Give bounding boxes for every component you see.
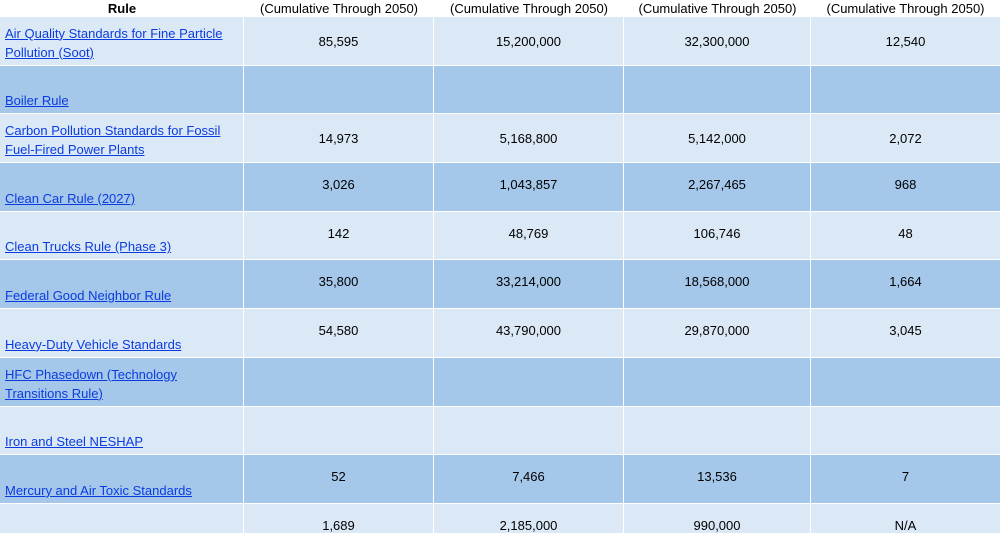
value-cell: 5,142,000 xyxy=(624,114,811,163)
value-cell: 18,568,000 xyxy=(624,260,811,309)
value-cell: 54,580 xyxy=(244,309,434,357)
value-cell xyxy=(434,357,624,406)
value-cell: 85,595 xyxy=(244,17,434,65)
rule-name-cell: Boiler Rule xyxy=(0,65,244,114)
value-cell: 43,790,000 xyxy=(434,309,624,357)
table-row: 1,689 2,185,000 990,000 N/A xyxy=(0,503,1000,533)
rule-link[interactable]: Boiler Rule xyxy=(5,93,69,109)
rule-link[interactable]: Air Quality Standards for Fine Particle … xyxy=(5,25,223,60)
table-row: Air Quality Standards for Fine Particle … xyxy=(0,17,1000,66)
rule-name-cell: Air Quality Standards for Fine Particle … xyxy=(0,17,244,65)
value-cell: 1,689 xyxy=(244,503,434,533)
rule-link[interactable]: Heavy-Duty Vehicle Standards xyxy=(5,336,182,352)
rule-link[interactable]: Clean Trucks Rule (Phase 3) xyxy=(5,239,172,255)
value-cell: 990,000 xyxy=(624,503,811,533)
value-cell: 29,870,000 xyxy=(624,309,811,357)
value-cell: 52 xyxy=(244,455,434,503)
rule-name-cell: Iron and Steel NESHAP xyxy=(0,406,244,455)
value-cell: 14,973 xyxy=(244,114,434,163)
value-cell: 15,200,000 xyxy=(434,17,624,65)
rule-link[interactable]: HFC Phasedown (Technology Transitions Ru… xyxy=(5,366,177,401)
value-cell: 7 xyxy=(901,469,910,485)
rule-name-cell: Carbon Pollution Standards for Fossil Fu… xyxy=(0,114,244,163)
value-cell: 2,267,465 xyxy=(624,163,811,211)
value-cell xyxy=(624,406,811,455)
table-row: Federal Good Neighbor Rule 35,800 33,214… xyxy=(0,260,1000,310)
value-cell: 2,072 xyxy=(889,131,922,147)
rule-link[interactable]: Carbon Pollution Standards for Fossil Fu… xyxy=(5,123,221,158)
value-cell: 32,300,000 xyxy=(624,17,811,65)
header-col-3: (Cumulative Through 2050) xyxy=(638,1,797,16)
value-cell xyxy=(244,65,434,114)
value-cell xyxy=(811,66,1000,114)
header-rule: Rule xyxy=(107,1,137,16)
value-cell xyxy=(434,65,624,114)
table-row: Iron and Steel NESHAP xyxy=(0,406,1000,456)
value-cell: 968 xyxy=(894,177,917,193)
value-cell: 5,168,800 xyxy=(434,114,624,163)
rule-link[interactable]: Clean Car Rule (2027) xyxy=(5,190,136,206)
value-cell: 142 xyxy=(244,211,434,260)
rule-name-cell: HFC Phasedown (Technology Transitions Ru… xyxy=(0,357,244,406)
table-row: Mercury and Air Toxic Standards 52 7,466… xyxy=(0,455,1000,504)
header-col-2: (Cumulative Through 2050) xyxy=(449,1,608,16)
table-row: HFC Phasedown (Technology Transitions Ru… xyxy=(0,357,1000,407)
value-cell xyxy=(244,357,434,406)
header-col-4: (Cumulative Through 2050) xyxy=(826,1,985,16)
value-cell: 1,664 xyxy=(889,274,922,290)
rule-link[interactable]: Mercury and Air Toxic Standards xyxy=(5,482,192,498)
rule-link[interactable]: Federal Good Neighbor Rule xyxy=(5,288,172,304)
rule-name-cell: Heavy-Duty Vehicle Standards xyxy=(0,309,244,357)
value-cell: 48 xyxy=(898,225,913,241)
rule-name-cell: Mercury and Air Toxic Standards xyxy=(0,455,244,503)
value-cell: 7,466 xyxy=(434,455,624,503)
value-cell: 2,185,000 xyxy=(434,503,624,533)
value-cell xyxy=(244,406,434,455)
value-cell xyxy=(811,407,1000,455)
table-row: Carbon Pollution Standards for Fossil Fu… xyxy=(0,114,1000,164)
table-row: Clean Car Rule (2027) 3,026 1,043,857 2,… xyxy=(0,163,1000,212)
value-cell: 3,045 xyxy=(889,323,922,339)
value-cell xyxy=(624,65,811,114)
table-row: Heavy-Duty Vehicle Standards 54,580 43,7… xyxy=(0,309,1000,358)
rule-name-cell: Federal Good Neighbor Rule xyxy=(0,260,244,309)
value-cell: 35,800 xyxy=(244,260,434,309)
value-cell: 48,769 xyxy=(434,211,624,260)
value-cell xyxy=(624,357,811,406)
value-cell xyxy=(811,358,1000,406)
value-cell: 106,746 xyxy=(624,211,811,260)
rule-name-cell: Clean Car Rule (2027) xyxy=(0,163,244,211)
rule-name-cell xyxy=(0,503,244,533)
value-cell: 12,540 xyxy=(885,34,926,49)
header-row: Rule (Cumulative Through 2050) (Cumulati… xyxy=(0,0,1000,18)
value-cell: 1,043,857 xyxy=(434,163,624,211)
table-body: Air Quality Standards for Fine Particle … xyxy=(0,17,1000,533)
table-row: Clean Trucks Rule (Phase 3) 142 48,769 1… xyxy=(0,211,1000,261)
rule-name-cell: Clean Trucks Rule (Phase 3) xyxy=(0,211,244,260)
value-cell: 33,214,000 xyxy=(434,260,624,309)
table-row: Boiler Rule xyxy=(0,65,1000,115)
value-cell: 13,536 xyxy=(624,455,811,503)
value-cell: 3,026 xyxy=(244,163,434,211)
value-cell xyxy=(434,406,624,455)
rule-link[interactable]: Iron and Steel NESHAP xyxy=(5,434,144,450)
header-col-1: (Cumulative Through 2050) xyxy=(259,1,418,16)
value-cell: N/A xyxy=(894,517,917,533)
